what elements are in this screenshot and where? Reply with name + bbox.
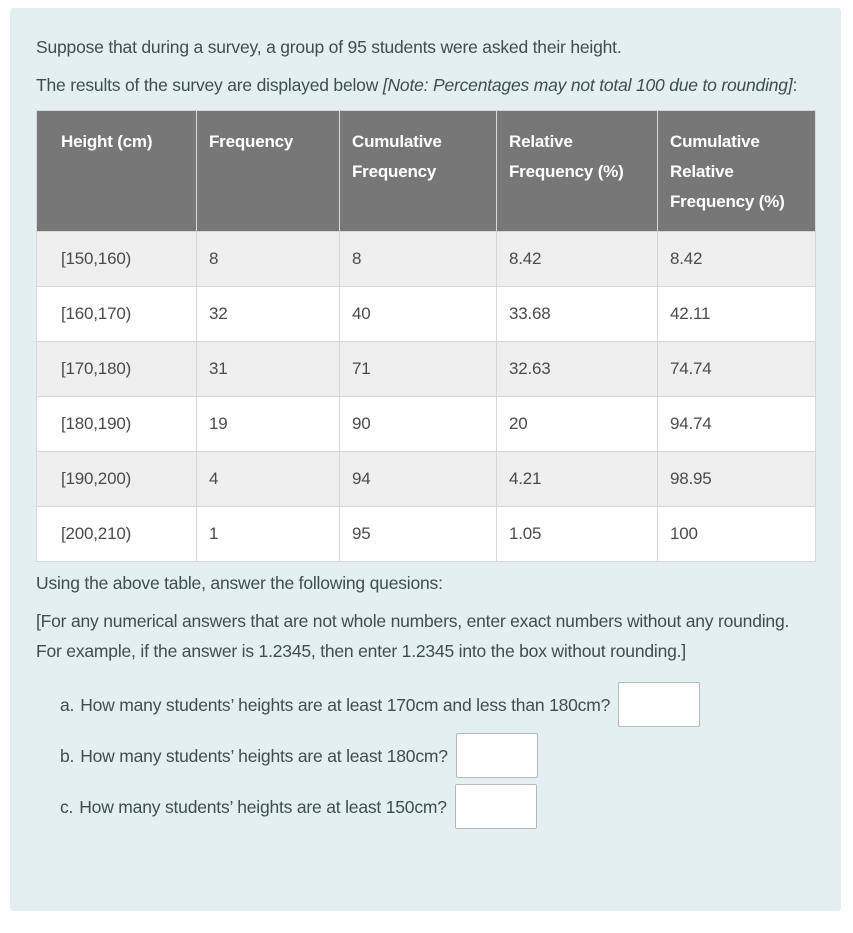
instructions-line-1: Using the above table, answer the follow… [36,573,443,593]
col-header-cumulative-relative-frequency: Cumulative Relative Frequency (%) [657,110,816,232]
table-row: [190,200) 4 94 4.21 98.95 [36,451,816,507]
question-a-label: a. [60,694,75,715]
table-cell: 8.42 [657,231,816,287]
table-cell: [180,190) [36,396,197,452]
table-cell: 94.74 [657,396,816,452]
table-cell: 32.63 [496,341,658,397]
table-cell: [170,180) [36,341,197,397]
intro-line-2: The results of the survey are displayed … [36,70,815,100]
intro-line-2-prefix: The results of the survey are displayed … [36,75,383,95]
questions-list: a. How many students’ heights are at lea… [36,682,815,829]
table-cell: [190,200) [36,451,197,507]
table-cell: 8 [339,231,497,287]
question-panel: Suppose that during a survey, a group of… [10,8,841,911]
col-header-cumulative-frequency: Cumulative Frequency [339,110,497,232]
table-cell: 4.21 [496,451,658,507]
answer-input-c[interactable] [454,784,537,829]
table-cell: 42.11 [657,286,816,342]
intro-line-1: Suppose that during a survey, a group of… [36,37,622,57]
col-header-frequency: Frequency [196,110,340,232]
answer-input-a[interactable] [618,682,701,727]
question-c-text: How many students’ heights are at least … [79,796,447,817]
table-cell: 8 [196,231,340,287]
table-cell: 20 [496,396,658,452]
table-cell: 8.42 [496,231,658,287]
question-a: a. How many students’ heights are at lea… [60,682,815,727]
table-cell: 94 [339,451,497,507]
question-a-text: How many students’ heights are at least … [80,694,611,715]
table-cell: 74.74 [657,341,816,397]
table-cell: [160,170) [36,286,197,342]
table-cell: 1 [196,506,340,562]
table-cell: 90 [339,396,497,452]
question-c-label: c. [60,796,74,817]
table-cell: 33.68 [496,286,658,342]
table-cell: 40 [339,286,497,342]
table-cell: 4 [196,451,340,507]
table-row: [180,190) 19 90 20 94.74 [36,396,816,452]
question-b-label: b. [60,745,75,766]
table-cell: 1.05 [496,506,658,562]
question-b-text: How many students’ heights are at least … [80,745,448,766]
intro-line-2-note: [Note: Percentages may not total 100 due… [382,75,793,95]
table-cell: 71 [339,341,497,397]
table-cell: 32 [196,286,340,342]
table-row: [170,180) 31 71 32.63 74.74 [36,341,816,397]
table-row: [160,170) 32 40 33.68 42.11 [36,286,816,342]
question-c: c. How many students’ heights are at lea… [60,784,815,829]
answer-input-b[interactable] [455,733,538,778]
table-cell: 95 [339,506,497,562]
table-row: [200,210) 1 95 1.05 100 [36,506,816,562]
table-cell: 100 [657,506,816,562]
table-cell: [150,160) [36,231,197,287]
table-header-row: Height (cm) Frequency Cumulative Frequen… [36,110,816,232]
col-header-relative-frequency: Relative Frequency (%) [496,110,658,232]
question-b: b. How many students’ heights are at lea… [60,733,815,778]
col-header-height: Height (cm) [36,110,197,232]
table-cell: 31 [196,341,340,397]
intro-line-2-colon: : [792,75,798,95]
frequency-table: Height (cm) Frequency Cumulative Frequen… [36,110,816,562]
table-cell: 19 [196,396,340,452]
table-cell: 98.95 [657,451,816,507]
table-cell: [200,210) [36,506,197,562]
instructions-line-2: [For any numerical answers that are not … [36,611,790,661]
table-row: [150,160) 8 8 8.42 8.42 [36,231,816,287]
